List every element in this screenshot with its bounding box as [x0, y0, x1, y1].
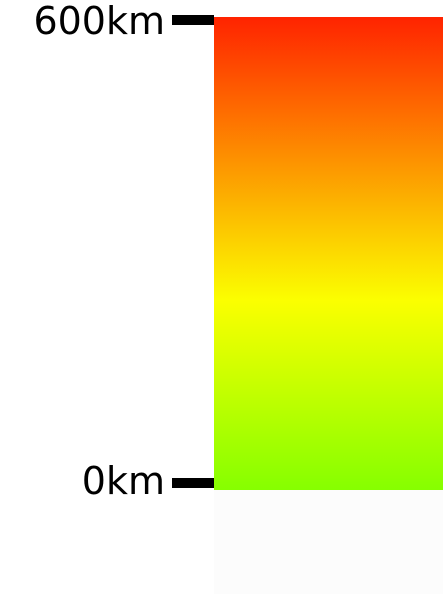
- min-tick-mark: [172, 478, 214, 488]
- min-distance-label: 0km: [81, 459, 165, 503]
- color-gradient-bar: [214, 17, 443, 490]
- max-tick-mark: [172, 15, 214, 25]
- max-distance-label: 600km: [33, 0, 165, 43]
- legend-background-band: [214, 490, 443, 594]
